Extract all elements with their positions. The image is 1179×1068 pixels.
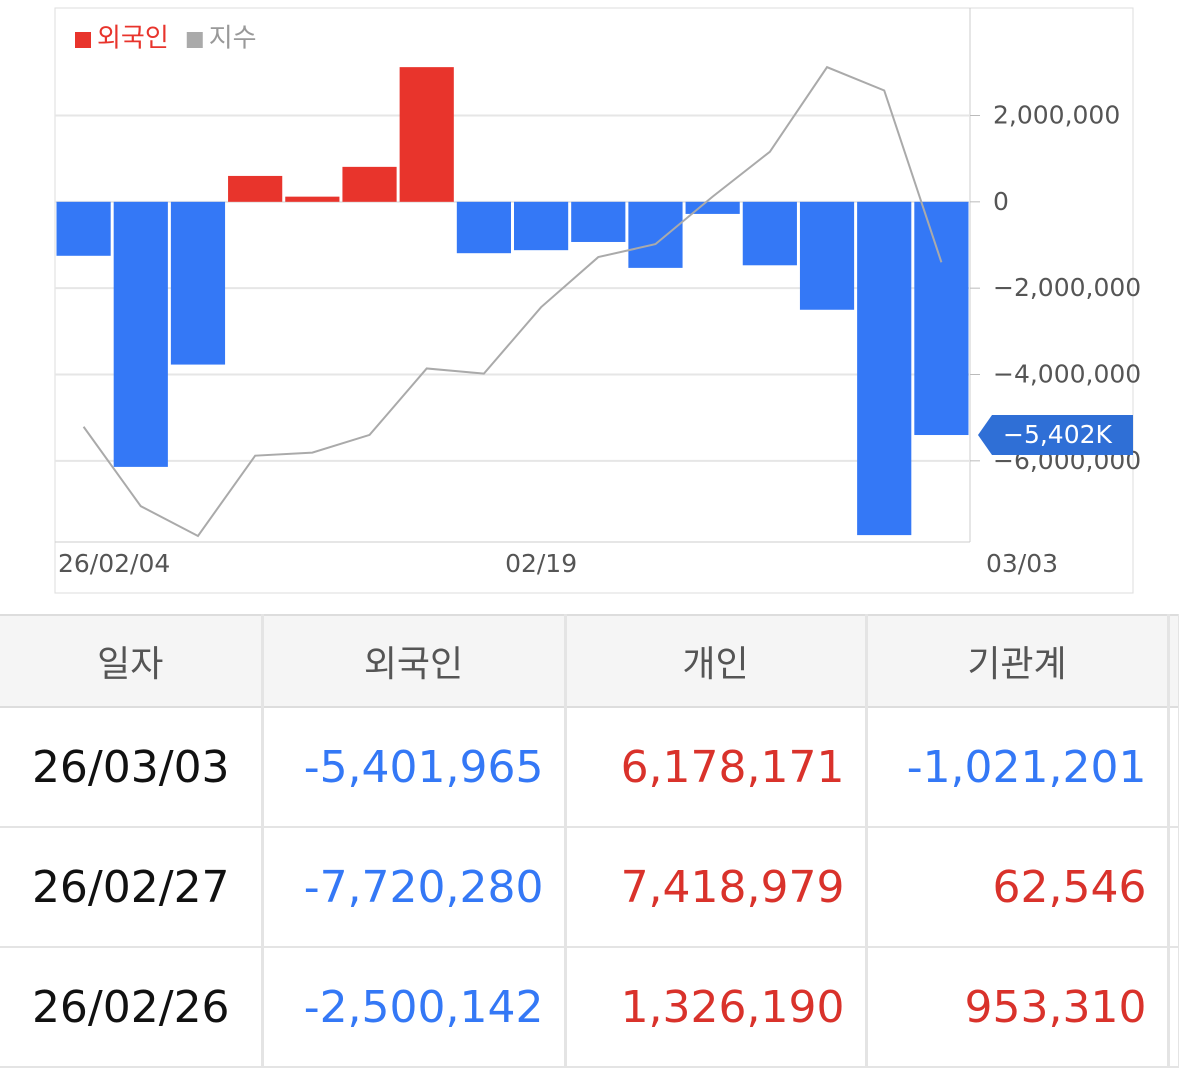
bar — [799, 201, 855, 310]
y-tick-label: −4,000,000 — [993, 360, 1141, 389]
table-row: 26/02/26 -2,500,142 1,326,190 953,310 — [0, 947, 1179, 1068]
header-cell: 일자 — [0, 614, 264, 708]
header-cell: 기관계 — [866, 614, 1170, 708]
value-cell: 6,178,171 — [565, 707, 868, 828]
value-cell: -1,021,201 — [866, 707, 1170, 828]
value-cell: -2,500,142 — [262, 947, 567, 1068]
bar — [685, 201, 740, 214]
bar — [399, 67, 454, 202]
bar — [571, 201, 626, 242]
current-value-tag — [978, 415, 1133, 456]
value-cell: 62,546 — [866, 827, 1170, 948]
bar — [113, 201, 168, 467]
header-cell: 외국인 — [262, 614, 567, 708]
x-tick-label: 03/03 — [986, 549, 1058, 578]
legend-swatch — [75, 32, 91, 48]
chart-frame — [54, 7, 1134, 594]
bar — [342, 166, 397, 202]
bar — [514, 201, 569, 251]
legend-swatch — [186, 32, 203, 48]
chart: 2,000,0000−2,000,000−4,000,000−6,000,000… — [54, 7, 1141, 594]
data-table: 일자 외국인 개인 기관계 26/03/03 -5,401,965 6,178,171 -1… — [0, 614, 1179, 1068]
edge-cell — [1168, 707, 1179, 828]
date-cell: 26/02/27 — [0, 827, 264, 948]
legend-label: 외국인 — [97, 24, 169, 54]
y-tick-label: 2,000,000 — [993, 100, 1120, 129]
edge-cell — [1168, 947, 1179, 1068]
y-tick-label: 0 — [993, 187, 1009, 216]
value-cell: 7,418,979 — [565, 827, 868, 948]
value-cell: 1,326,190 — [565, 947, 868, 1068]
value-cell: -7,720,280 — [262, 827, 567, 948]
bar — [228, 175, 283, 202]
header-cell: 개인 — [565, 614, 868, 708]
bar — [456, 201, 511, 254]
y-tick-label: −2,000,000 — [993, 273, 1141, 302]
bar — [914, 201, 969, 436]
x-tick-label: 02/19 — [505, 549, 577, 578]
value-cell: 953,310 — [866, 947, 1170, 1068]
x-tick-label: 26/02/04 — [58, 549, 170, 578]
index-line — [82, 65, 943, 538]
edge-cell — [1168, 827, 1179, 948]
value-cell: -5,401,965 — [262, 707, 567, 828]
date-cell: 26/02/26 — [0, 947, 264, 1068]
legend-label: 지수 — [209, 24, 257, 54]
date-cell: 26/03/03 — [0, 707, 264, 828]
header-cell — [1168, 614, 1179, 708]
header-row: 일자 외국인 개인 기관계 — [0, 614, 1179, 708]
bar — [628, 201, 683, 268]
table-row: 26/02/27 -7,720,280 7,418,979 62,546 — [0, 827, 1179, 948]
current-value-label: −5,402K — [1003, 420, 1113, 449]
bar — [742, 201, 797, 266]
bar — [170, 201, 226, 365]
bar — [857, 201, 912, 536]
table-row: 26/03/03 -5,401,965 6,178,171 -1,021,201 — [0, 707, 1179, 828]
bar — [285, 196, 340, 202]
bar — [56, 201, 111, 256]
